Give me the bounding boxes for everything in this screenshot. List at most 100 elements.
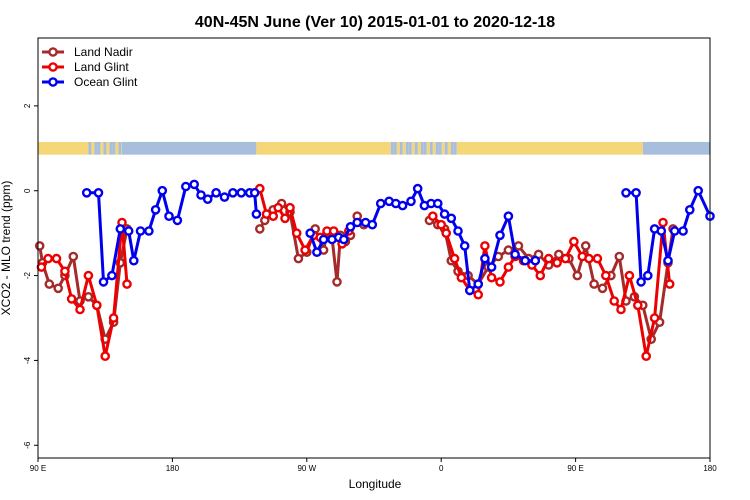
band-segment-mixed [115, 141, 119, 155]
data-point [332, 277, 342, 287]
data-point [172, 215, 183, 226]
data-point [624, 270, 635, 281]
data-point [580, 241, 591, 251]
data-point [196, 190, 206, 200]
data-point [685, 204, 695, 215]
data-point [569, 236, 579, 247]
data-point [123, 226, 134, 236]
land-ocean-band [38, 141, 710, 155]
data-point [453, 226, 463, 236]
legend-label: Ocean Glint [74, 75, 138, 89]
data-point [614, 251, 625, 262]
data-point [180, 181, 191, 192]
y-tick-label: -6 [23, 441, 32, 449]
data-point [100, 351, 110, 362]
data-point [83, 270, 94, 281]
band-segment-land [256, 141, 391, 155]
data-point [597, 283, 608, 294]
data-point [616, 304, 626, 315]
band-segment-mixed [390, 141, 394, 155]
x-tick-label: 0 [439, 464, 444, 473]
data-point [643, 270, 653, 281]
data-point [633, 300, 643, 311]
legend-item: Ocean Glint [42, 75, 138, 89]
band-segment-mixed [444, 141, 448, 155]
x-axis-label: Longitude [349, 477, 402, 491]
data-point [503, 245, 514, 255]
series-ocean-glint [81, 179, 715, 296]
data-point [412, 183, 423, 194]
band-segment-mixed [456, 141, 458, 155]
data-point [312, 247, 322, 257]
data-point [44, 279, 55, 289]
band-segment-mixed [396, 141, 400, 155]
data-point [486, 262, 497, 272]
data-point [318, 234, 329, 245]
band-segment-mixed [103, 141, 107, 155]
data-point [189, 179, 199, 190]
band-segment-mixed [100, 141, 104, 155]
data-point [254, 224, 265, 234]
data-point [441, 228, 452, 238]
legend-swatch-marker [48, 62, 58, 72]
data-point [291, 228, 302, 238]
band-segment-mixed [405, 141, 409, 155]
data-point [473, 279, 484, 289]
data-point [122, 279, 132, 289]
data-point [486, 272, 497, 283]
x-tick-label: 90 E [30, 464, 46, 473]
data-point [449, 253, 460, 264]
y-tick-label: -4 [23, 356, 32, 364]
band-segment-mixed [441, 141, 445, 155]
band-segment-mixed [450, 141, 454, 155]
data-point [554, 249, 564, 260]
data-point [584, 253, 594, 264]
data-point [495, 230, 505, 241]
data-point [93, 187, 104, 198]
data-point [446, 213, 457, 224]
data-point [345, 221, 356, 232]
band-segment-ocean [642, 141, 710, 155]
data-point [75, 304, 85, 315]
data-point [480, 253, 490, 264]
data-point [83, 291, 94, 302]
data-point [268, 211, 279, 221]
data-point [338, 234, 349, 245]
data-point [520, 255, 531, 266]
band-segment-mixed [402, 141, 406, 155]
data-point [144, 226, 154, 236]
data-point [589, 279, 599, 289]
data-point [601, 270, 611, 281]
data-point [293, 253, 304, 264]
data-point [513, 241, 524, 251]
plot-frame [37, 37, 711, 459]
band-segment-ocean [122, 141, 257, 155]
band-segment-mixed [420, 141, 424, 155]
data-point [60, 266, 70, 277]
y-axis-label: XCO2 - MLO trend (ppm) [0, 181, 13, 316]
data-point [367, 219, 378, 230]
data-point [68, 251, 79, 262]
data-point [150, 204, 161, 215]
band-segment-mixed [91, 141, 95, 155]
data-point [352, 217, 363, 228]
y-axis: 2 0 -2 -4 -6 [23, 103, 38, 449]
data-point [473, 289, 484, 300]
y-tick-label: -2 [23, 271, 32, 279]
data-point [503, 211, 514, 221]
data-point [663, 255, 673, 266]
band-segment-mixed [414, 141, 418, 155]
band-segment-mixed [106, 141, 110, 155]
data-point [53, 283, 64, 294]
series-line [86, 182, 258, 284]
x-tick-label: 90 E [567, 464, 583, 473]
y-tick-label: 2 [23, 103, 32, 108]
data-point [397, 200, 408, 211]
data-point [572, 270, 583, 281]
data-point [658, 217, 668, 228]
data-point [128, 255, 139, 266]
data-point [560, 253, 571, 264]
band-segment-mixed [97, 141, 101, 155]
data-point [436, 219, 447, 230]
data-point [678, 226, 688, 236]
